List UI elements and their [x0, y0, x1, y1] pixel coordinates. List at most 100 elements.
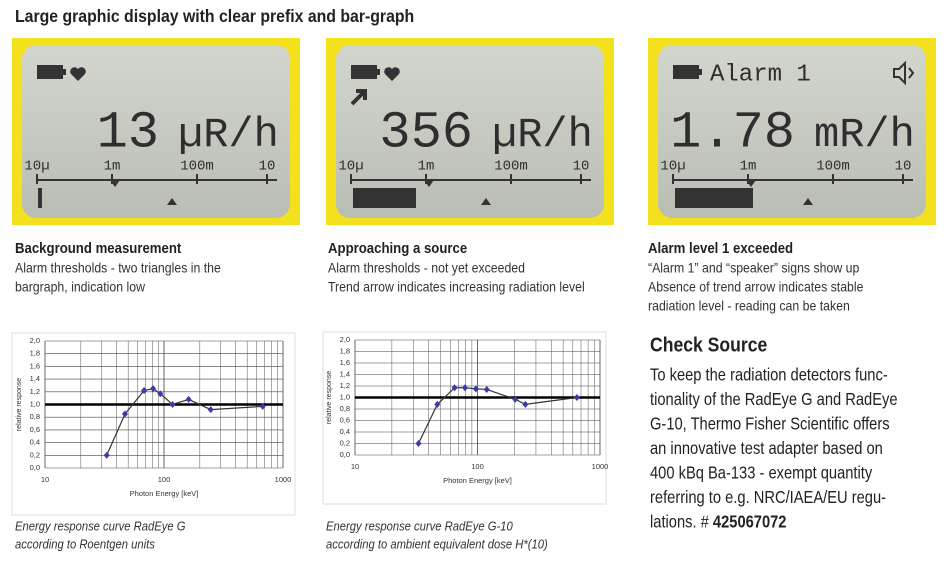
threshold-marker — [424, 180, 434, 187]
data-point — [512, 395, 519, 403]
data-point — [150, 385, 157, 393]
paragraph-line: 400 kBq Ba-133 - exempt quantity — [650, 463, 873, 482]
scale-label: 100m — [180, 159, 214, 175]
chart-frame — [11, 332, 296, 516]
caption-line: bargraph, indication low — [15, 279, 145, 295]
y-tick-label: 1,4 — [340, 369, 350, 378]
scale-label: 10 — [259, 159, 276, 175]
data-point — [522, 400, 529, 408]
battery-tip — [377, 69, 380, 75]
caption-line: “Alarm 1” and “speaker” signs show up — [648, 260, 859, 276]
y-tick-label: 0,8 — [30, 412, 40, 421]
caption-line: Alarm thresholds - not yet exceeded — [328, 260, 525, 276]
battery-tip — [699, 69, 702, 75]
data-point — [434, 400, 441, 408]
data-point — [415, 440, 422, 447]
bargraph — [353, 188, 416, 208]
x-tick-label: 1000 — [592, 462, 609, 471]
scale-label: 1m — [740, 159, 757, 175]
scale-label: 1m — [104, 159, 121, 175]
y-tick-label: 1,0 — [340, 392, 350, 401]
data-point — [185, 395, 192, 403]
scale-label: 10µ — [338, 159, 363, 175]
y-tick-label: 0,0 — [30, 463, 40, 472]
scale-label: 10µ — [24, 159, 49, 175]
caption-title: Background measurement — [15, 239, 182, 256]
display-reading: 1.78 — [670, 104, 795, 163]
paragraph-line: lations. # 425067072 — [650, 512, 786, 531]
page-title: Large graphic display with clear prefix … — [15, 6, 414, 26]
threshold-triangle — [481, 198, 491, 205]
x-tick-label: 10 — [41, 475, 49, 484]
data-point — [483, 385, 490, 393]
scale-label: 10 — [573, 159, 590, 175]
chart-caption: according to Roentgen units — [15, 537, 155, 552]
part-number: 425067072 — [713, 512, 787, 531]
paragraph-line: an innovative test adapter based on — [650, 439, 883, 458]
data-point — [259, 402, 266, 410]
x-tick-label: 1000 — [275, 475, 292, 484]
threshold-marker — [110, 180, 120, 187]
data-point — [451, 384, 458, 392]
paragraph-line: To keep the radiation detectors func- — [650, 365, 888, 384]
heart-icon — [70, 67, 86, 81]
y-tick-label: 0,8 — [340, 404, 350, 413]
caption-line: radiation level - reading can be taken — [648, 298, 850, 314]
data-point — [157, 390, 164, 398]
x-tick-label: 100 — [471, 462, 484, 471]
y-tick-label: 0,4 — [30, 438, 40, 447]
y-tick-label: 1,2 — [340, 381, 350, 390]
chart-caption: according to ambient equivalent dose H*(… — [326, 537, 548, 552]
lcd-screen — [658, 45, 926, 218]
y-tick-label: 0,6 — [30, 425, 40, 434]
data-point — [207, 406, 214, 414]
y-tick-label: 2,0 — [30, 336, 40, 345]
scale-label: 100m — [494, 159, 528, 175]
scale-label: 10µ — [660, 159, 685, 175]
display-reading: 13 — [97, 104, 159, 163]
threshold-triangle — [803, 198, 813, 205]
y-tick-label: 0,4 — [340, 427, 350, 436]
data-point — [121, 410, 128, 418]
heart-icon — [384, 67, 400, 81]
caption-title: Alarm level 1 exceeded — [648, 239, 793, 256]
data-point — [103, 451, 110, 459]
caption-line: Absence of trend arrow indicates stable — [648, 279, 863, 295]
paragraph-line: tionality of the RadEye G and RadEye — [650, 390, 898, 409]
y-tick-label: 1,0 — [30, 399, 40, 408]
chart-caption: Energy response curve RadEye G — [15, 519, 185, 534]
battery-tip — [63, 69, 66, 75]
scale-label: 1m — [418, 159, 435, 175]
caption-line: Alarm thresholds - two triangles in the — [15, 260, 221, 276]
x-axis-label: Photon Energy [keV] — [130, 489, 199, 498]
threshold-triangle — [167, 198, 177, 205]
y-tick-label: 1,6 — [30, 361, 40, 370]
y-tick-label: 0,0 — [340, 450, 350, 459]
y-tick-label: 1,4 — [30, 374, 40, 383]
section-title: Check Source — [650, 333, 767, 355]
y-tick-label: 1,8 — [30, 349, 40, 358]
lcd-screen — [22, 45, 290, 218]
paragraph-line: G-10, Thermo Fisher Scientific offers — [650, 414, 890, 433]
y-tick-label: 1,6 — [340, 358, 350, 367]
y-tick-label: 0,2 — [30, 450, 40, 459]
data-point — [141, 387, 148, 395]
data-point — [573, 394, 580, 401]
display-unit: µR/h — [178, 111, 279, 159]
data-point — [472, 385, 479, 393]
y-tick-label: 0,6 — [340, 415, 350, 424]
display-unit: µR/h — [492, 111, 593, 159]
y-tick-label: 2,0 — [340, 335, 350, 344]
chart-caption: Energy response curve RadEye G-10 — [326, 519, 513, 534]
trend-arrow — [350, 89, 367, 106]
speaker-icon — [893, 60, 915, 86]
battery-icon — [37, 65, 63, 79]
paragraph-line: referring to e.g. NRC/IAEA/EU regu- — [650, 488, 886, 507]
battery-icon — [351, 65, 377, 79]
chart-frame — [322, 331, 607, 505]
caption-title: Approaching a source — [328, 239, 467, 256]
display-unit: mR/h — [814, 111, 915, 159]
bargraph — [38, 188, 42, 208]
threshold-marker — [746, 180, 756, 187]
